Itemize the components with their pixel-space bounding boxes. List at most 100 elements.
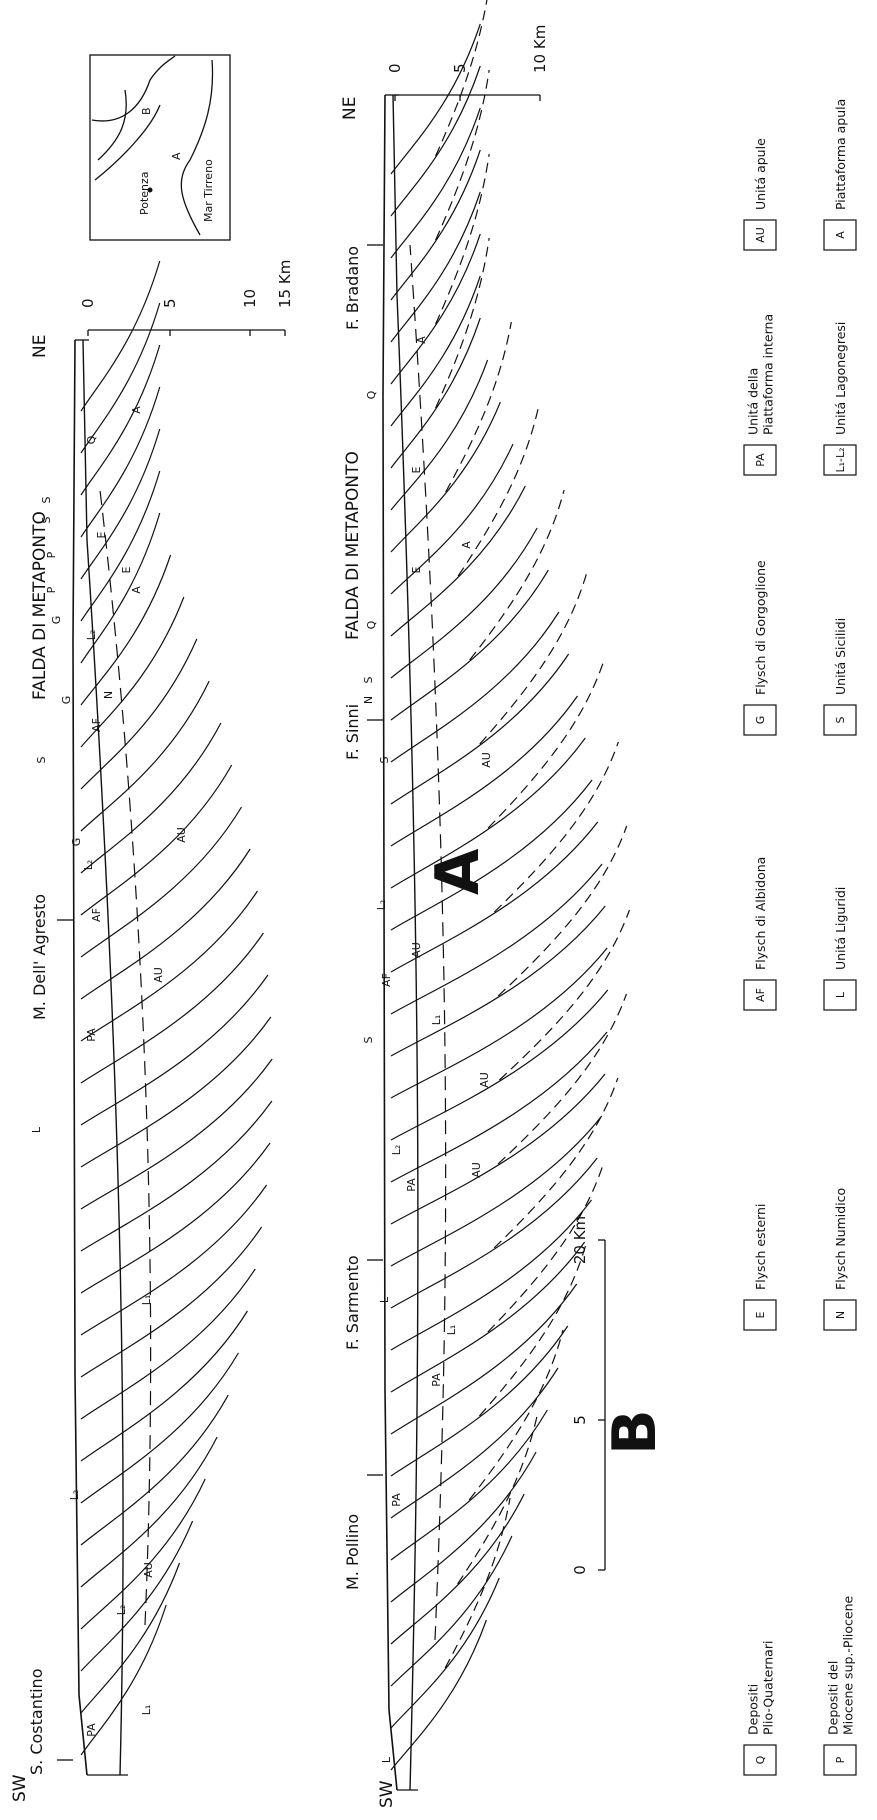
legend-text: Unitá apule [753,138,768,210]
unit-label: A [130,406,143,414]
unit-label: AU [142,1562,155,1578]
unit-label: S [362,676,375,683]
legend-text: Unitá Sicilidi [833,618,848,695]
legend-text: Unitá della [746,368,761,435]
legend-text: Depositi del [826,1661,841,1735]
unit-label: PA [85,1028,98,1042]
station-label: F. Bradano [343,246,362,330]
unit-label: L₂ [115,1605,128,1616]
unit-label: AU [470,1162,483,1178]
legend-symbol: E [754,1311,767,1318]
unit-label: L [378,1296,391,1303]
unit-label: AU [175,827,188,843]
section-end-label: NE [340,97,360,120]
legend-text: Flysch esterni [753,1204,768,1290]
legend-text: Plio-Quaternari [761,1641,776,1735]
section-end-label: NE [30,335,50,358]
unit-label: AF [380,973,393,987]
station-label: F. Sinni [343,704,362,760]
unit-label: P [45,586,58,593]
unit-label: S [40,516,53,523]
legend-text: Miocene sup.-Pliocene [841,1595,856,1735]
unit-label: Q [85,435,98,444]
depth-label: 10 [241,289,259,308]
legend-text: Flysch Numidico [833,1188,848,1290]
unit-label: AU [478,1072,491,1088]
legend-symbol: L [834,991,847,998]
unit-label: S [35,756,48,763]
legend-text: Piattaforma interna [761,314,776,435]
section-letter: A [423,848,493,895]
legend-symbol: G [754,716,767,725]
unit-label: L₁ [445,1325,458,1336]
unit-label: S [362,1036,375,1043]
unit-label: AU [410,942,423,958]
unit-label: AU [480,752,493,768]
scale-label: 0 [571,1565,589,1575]
unit-label: S [40,496,53,503]
unit-label: G [50,616,63,625]
scale-label: 20 Km [571,1216,589,1264]
unit-label: N [102,691,115,699]
depth-label: 10 Km [531,25,549,73]
unit-label: P [45,551,58,558]
unit-label: L₂ [375,900,388,911]
unit-label: S [378,756,391,763]
unit-label: AF [90,718,103,732]
legend-text: Flysch di Gorgoglione [753,560,768,695]
unit-label: L₂ [390,1145,403,1156]
unit-label: PA [430,1373,443,1387]
unit-label: A [130,586,143,594]
unit-label: PA [85,1723,98,1737]
figure: SWNES. CostantinoM. Dell' AgrestoFALDA D… [0,0,877,1820]
section-end-label: SW [377,1780,397,1808]
unit-label: Q [365,390,378,399]
unit-label: G [60,696,73,705]
unit-label: E [120,566,133,573]
unit-label: A [460,541,473,549]
legend-symbol: N [834,1311,847,1319]
legend-text: Piattaforma apula [833,99,848,210]
scale-label: 5 [571,1415,589,1425]
unit-label: A [415,336,428,344]
section-letter: B [600,1409,670,1455]
legend-text: Unitá Liguridi [833,887,848,970]
map-label: B [140,107,153,115]
section-title: FALDA DI METAPONTO [30,511,50,700]
depth-label: 0 [79,298,97,308]
depth-label: 5 [451,63,469,73]
legend-text: Unitá Lagonegresi [833,322,848,435]
unit-label: L₂ [85,630,98,641]
legend-symbol: PA [754,453,767,467]
unit-label: E [410,466,423,473]
section-title: FALDA DI METAPONTO [343,451,363,640]
legend-text: Flysch di Albidona [753,857,768,970]
map-label: Potenza [138,171,151,215]
unit-label: L [30,1126,43,1133]
legend-text: Depositi [746,1684,761,1735]
unit-label: PA [405,1178,418,1192]
legend-symbol: S [834,716,847,723]
station-label: S. Costantino [27,1669,46,1776]
legend-symbol: L₁-L₂ [834,447,847,472]
station-label: M. Pollino [343,1514,362,1590]
legend-symbol: A [834,231,847,239]
section-end-label: SW [10,1774,30,1802]
map-label: Mar Tirreno [202,159,215,222]
unit-label: L₁ [140,1295,153,1306]
legend-symbol: AF [754,988,767,1002]
map-label: A [170,152,183,160]
station-label: F. Sarmento [343,1255,362,1350]
unit-label: E [410,566,423,573]
station-label: M. Dell' Agresto [30,894,49,1020]
depth-label: 5 [161,298,179,308]
unit-label: L [380,1756,393,1763]
unit-label: N [362,696,375,704]
depth-label: 0 [386,63,404,73]
unit-label: AU [152,967,165,983]
unit-label: L₁ [430,1015,443,1026]
legend-symbol: Q [754,1755,767,1764]
unit-label: AF [90,908,103,922]
depth-label: 15 Km [276,260,294,308]
unit-label: Q [365,620,378,629]
